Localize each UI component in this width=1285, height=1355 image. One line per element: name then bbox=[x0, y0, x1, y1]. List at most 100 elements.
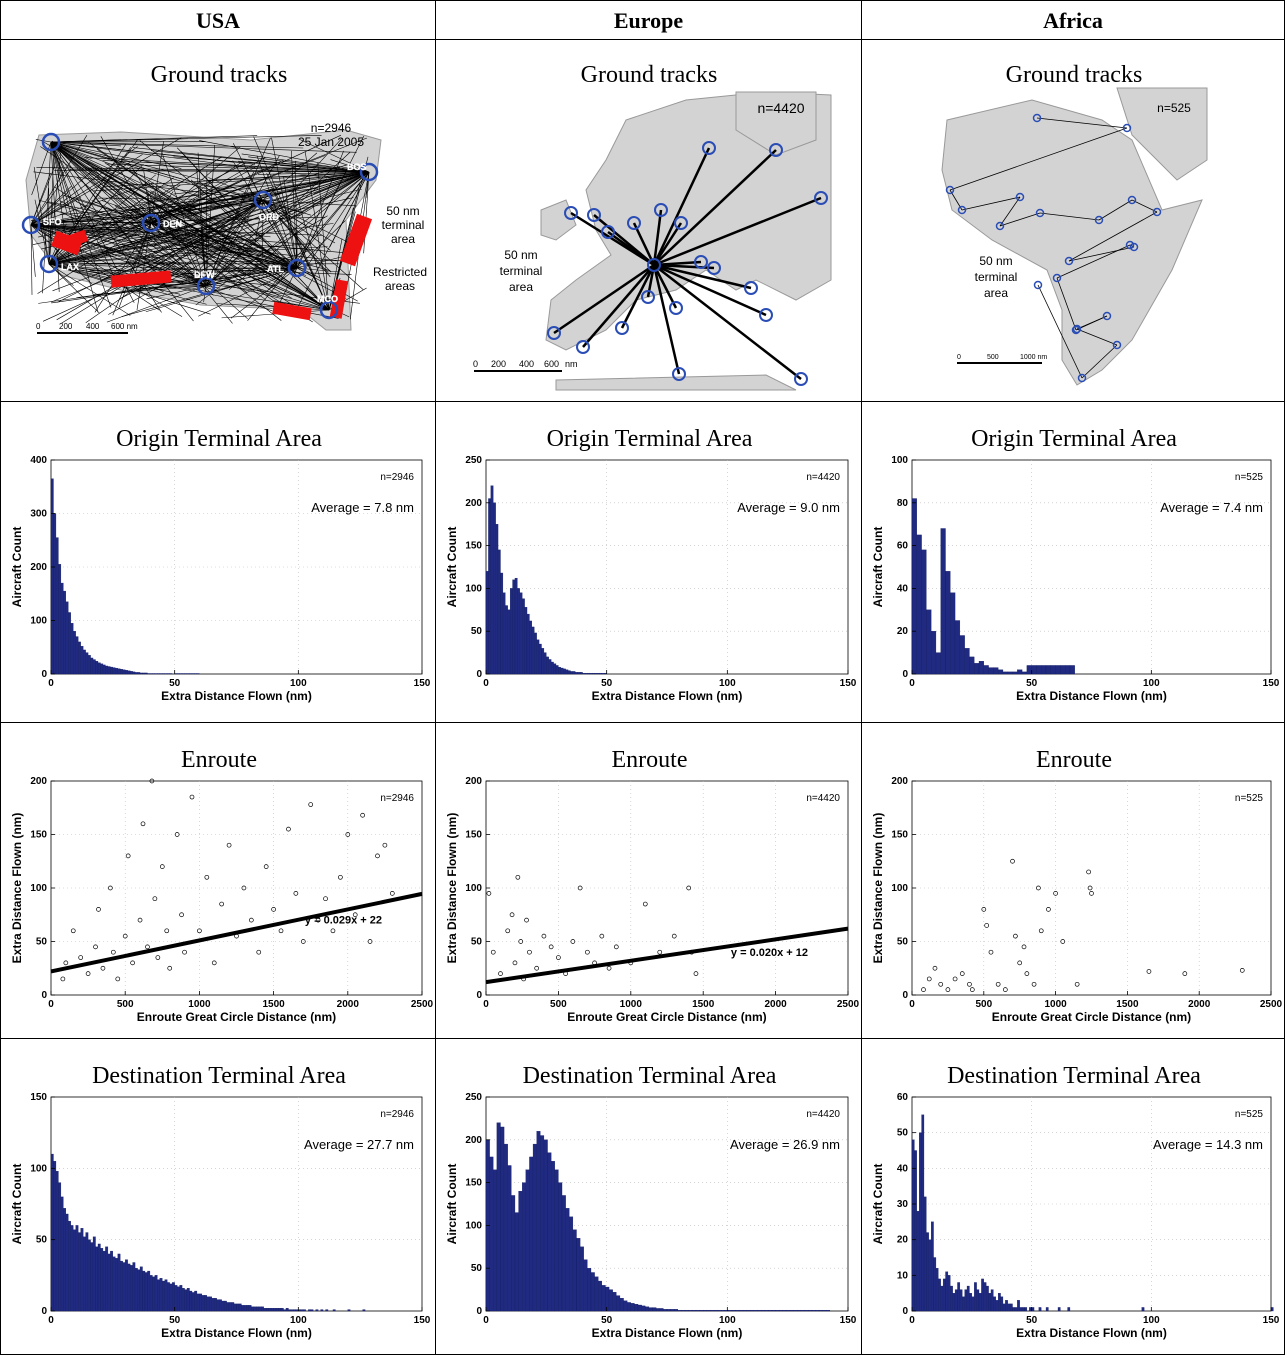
airport-marker bbox=[647, 258, 661, 272]
y-axis-label: Aircraft Count bbox=[445, 1164, 459, 1245]
histogram-bar bbox=[942, 1278, 946, 1312]
histogram-bar bbox=[978, 661, 984, 675]
histogram-bar bbox=[572, 671, 576, 675]
scatter-point bbox=[518, 939, 524, 944]
histogram-bar bbox=[514, 1212, 519, 1312]
histogram-bar bbox=[594, 672, 598, 675]
histogram-bar bbox=[1031, 665, 1037, 675]
n-label: n=2946 bbox=[380, 472, 414, 483]
scatter-point bbox=[967, 981, 972, 987]
histogram-bar bbox=[940, 528, 946, 675]
histogram-bar bbox=[53, 1161, 57, 1312]
histogram-bar bbox=[569, 1216, 574, 1312]
scatter-point bbox=[606, 965, 612, 971]
airport-marker bbox=[1035, 208, 1045, 218]
airport-marker bbox=[957, 205, 967, 215]
scale-600: 600 bbox=[544, 359, 559, 369]
histogram-bar bbox=[132, 1262, 136, 1312]
airport-marker bbox=[1033, 280, 1043, 290]
histogram-bar bbox=[497, 549, 501, 675]
x-tick-label: 150 bbox=[840, 678, 857, 689]
histogram-bar bbox=[926, 1232, 929, 1312]
histogram-bar bbox=[320, 1309, 324, 1312]
scale-600: 600 nm bbox=[111, 322, 138, 331]
histogram-bar bbox=[804, 1309, 809, 1312]
histogram-bar bbox=[981, 1278, 984, 1312]
histogram-bar bbox=[117, 668, 121, 675]
histogram-bar bbox=[598, 1280, 602, 1312]
scatter-point bbox=[115, 976, 121, 982]
histogram-bar bbox=[775, 1309, 780, 1312]
histogram-bar bbox=[280, 1307, 284, 1312]
y-tick-label: 0 bbox=[476, 1306, 482, 1317]
histogram-bar bbox=[587, 1268, 592, 1312]
scatter-point bbox=[1038, 928, 1044, 934]
scatter-point bbox=[1021, 944, 1027, 950]
x-tick-label: 1500 bbox=[262, 999, 285, 1010]
scatter-point bbox=[995, 981, 1001, 987]
histogram-bar bbox=[1041, 665, 1047, 675]
airport-marker bbox=[759, 308, 773, 322]
histogram-bar bbox=[162, 1280, 165, 1312]
histogram-bar bbox=[181, 1288, 185, 1312]
scatter-point bbox=[122, 933, 128, 939]
airport-marker bbox=[995, 221, 1005, 231]
x-tick-label: 50 bbox=[1026, 1315, 1038, 1326]
x-tick-label: 0 bbox=[909, 678, 915, 689]
histogram-bar bbox=[147, 1270, 151, 1312]
histogram-bar bbox=[199, 1293, 203, 1312]
histogram-bar bbox=[80, 1228, 84, 1312]
histogram-bar bbox=[142, 672, 146, 675]
chart-title: Destination Terminal Area bbox=[92, 1063, 346, 1089]
histogram-bar bbox=[92, 1236, 96, 1312]
scatter-point bbox=[556, 955, 561, 960]
histogram-bar bbox=[645, 1306, 650, 1312]
chart-title: Origin Terminal Area bbox=[116, 426, 322, 452]
histogram-bar bbox=[132, 671, 136, 675]
histogram-bar bbox=[786, 1309, 791, 1312]
histogram-bar bbox=[310, 1309, 314, 1312]
histogram-bar bbox=[228, 1302, 232, 1312]
histogram-bar bbox=[181, 673, 185, 675]
histogram-bar bbox=[238, 1303, 242, 1312]
histogram-bar bbox=[919, 1132, 922, 1312]
x-tick-label: 0 bbox=[483, 678, 489, 689]
scatter-point bbox=[164, 928, 170, 934]
histogram-bar bbox=[757, 1309, 762, 1312]
plot-area bbox=[911, 780, 1272, 996]
y-tick-label: 250 bbox=[465, 1092, 482, 1103]
histogram-bar bbox=[950, 1285, 953, 1312]
histogram-bar bbox=[1141, 1307, 1145, 1312]
scatter-point bbox=[1074, 981, 1080, 987]
histogram-bar bbox=[728, 1309, 733, 1312]
histogram-bar bbox=[68, 1220, 71, 1312]
histogram-bar bbox=[505, 605, 508, 675]
histogram-bar bbox=[933, 1257, 937, 1312]
histogram-bar bbox=[152, 673, 156, 675]
n-label: n=525 bbox=[1235, 1109, 1264, 1120]
histogram-bar bbox=[125, 670, 128, 675]
histogram-bar bbox=[186, 673, 190, 675]
histogram-bar bbox=[974, 663, 980, 675]
histogram-bar bbox=[290, 1309, 294, 1312]
scatter-point bbox=[505, 928, 511, 934]
x-tick-label: 0 bbox=[48, 1315, 54, 1326]
scatter-point bbox=[1060, 939, 1066, 944]
airport-marker bbox=[21, 215, 41, 235]
histogram-bar bbox=[110, 666, 113, 675]
average-label: Average = 27.7 nm bbox=[304, 1137, 414, 1152]
scatter-point bbox=[93, 944, 98, 950]
histogram-bar bbox=[511, 1195, 516, 1312]
scatter-point bbox=[204, 874, 210, 880]
histogram-bar bbox=[502, 592, 506, 675]
histogram-bar bbox=[954, 620, 961, 675]
airport-label: ATL bbox=[267, 264, 284, 274]
ground-tracks-europe-map: Ground tracks n=4420 50 nm terminal area… bbox=[466, 62, 832, 391]
y-axis-label: Aircraft Count bbox=[871, 1164, 885, 1245]
x-axis-label: Enroute Great Circle Distance (nm) bbox=[137, 1010, 336, 1024]
histogram-bar bbox=[231, 1302, 235, 1312]
airport-marker bbox=[601, 225, 615, 239]
histogram-bar bbox=[567, 670, 571, 675]
histogram-bar bbox=[70, 623, 74, 675]
histogram-bar bbox=[169, 673, 173, 675]
